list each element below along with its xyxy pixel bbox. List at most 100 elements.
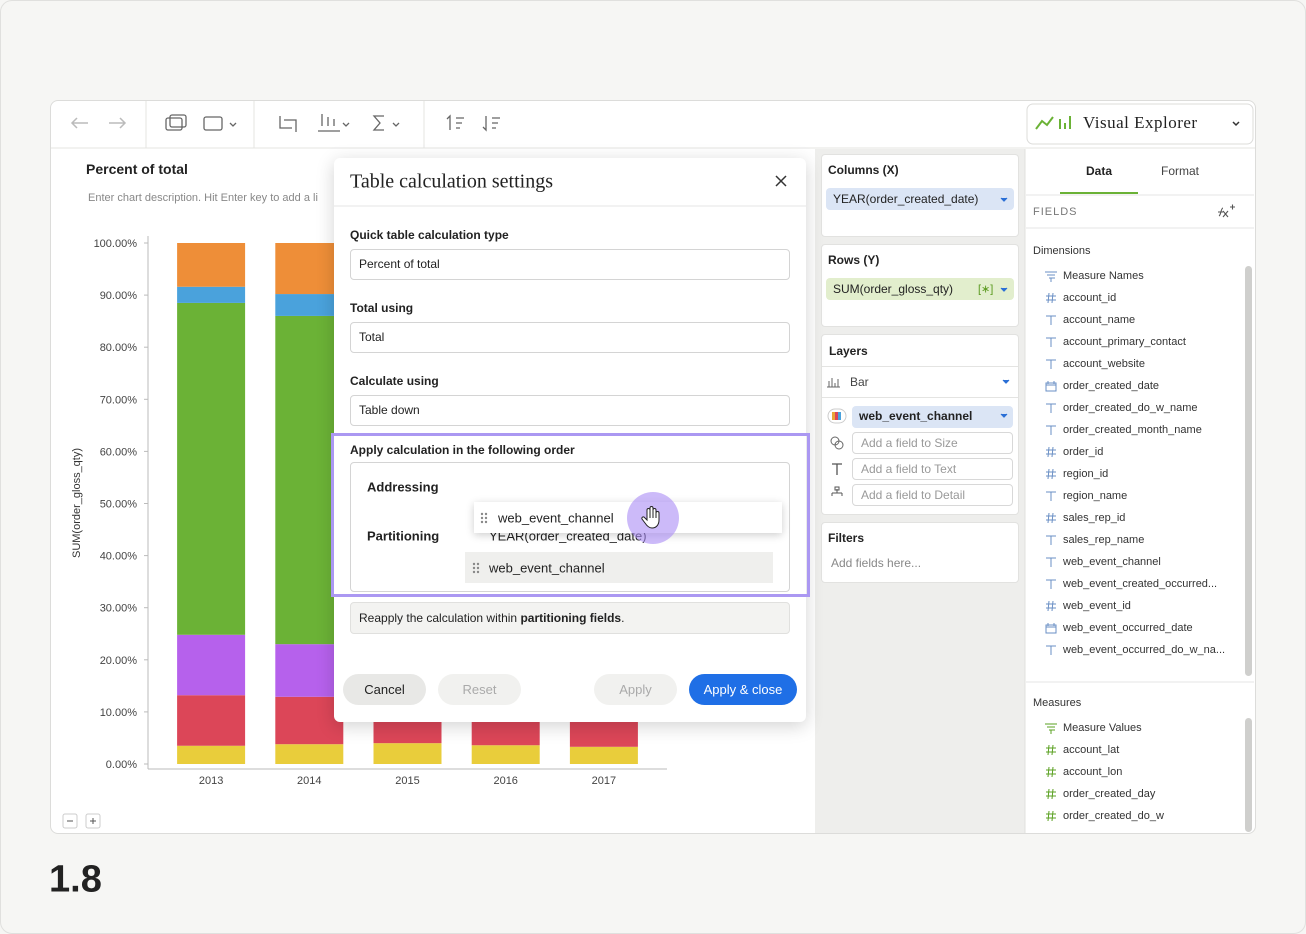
field-item[interactable]: account_lon [1063,766,1122,778]
icon-shape [1046,513,1056,523]
tab-format[interactable]: Format [1161,164,1199,178]
field-icon [1044,533,1058,547]
icon-shape [1046,558,1056,567]
icon-shape [1045,272,1057,282]
field-item[interactable]: order_created_date [1063,380,1159,392]
x-tick-label: 2014 [297,775,321,787]
icon-shape [1046,316,1056,325]
field-icon [1044,335,1058,349]
bar-segment [177,695,245,746]
reset-button[interactable]: Reset [438,674,521,705]
fields-heading: FIELDS [1033,206,1078,218]
tab-data[interactable]: Data [1086,164,1112,178]
field-icon [1044,423,1058,437]
field-item[interactable]: Measure Names [1063,270,1144,282]
icon-shape [1046,767,1056,777]
field-item[interactable]: account_lat [1063,744,1119,756]
field-item[interactable]: order_created_do_w_name [1063,402,1198,414]
field-icon [1044,379,1058,393]
apply-button[interactable]: Apply [594,674,677,705]
bar-segment [177,746,245,764]
y-tick-label: 0.00% [106,759,137,771]
y-tick-label: 10.00% [100,707,138,719]
x-tick-label: 2013 [199,775,223,787]
icon-shape [1046,404,1056,413]
hint: Reapply the calculation within [359,611,520,625]
icon-shape [1046,580,1056,589]
icon-shape [1046,338,1056,347]
field-icon [1044,445,1058,459]
field-item[interactable]: account_primary_contact [1063,336,1186,348]
field-item[interactable]: order_created_month_name [1063,424,1202,436]
field-icon [1044,401,1058,415]
field-icon [1044,291,1058,305]
field-icon [1044,743,1058,757]
bar-segment [374,743,442,764]
field-item[interactable]: sales_rep_id [1063,512,1125,524]
field-icon [1044,511,1058,525]
field-item[interactable]: sales_rep_name [1063,534,1144,546]
icon-shape [1046,469,1056,479]
icon-shape [1046,646,1056,655]
field-item[interactable]: account_website [1063,358,1145,370]
cancel-button[interactable]: Cancel [343,674,426,705]
icon-shape [1046,381,1056,391]
field-item[interactable]: region_name [1063,490,1127,502]
step-number: 1.8 [49,859,102,902]
dimensions-label: Dimensions [1033,245,1090,257]
icon-shape [1046,492,1056,501]
hint-emphasis: partitioning fields [520,611,621,625]
icon-shape [1046,426,1056,435]
bar-segment [177,635,245,695]
field-icon [1044,357,1058,371]
field-icon [1044,555,1058,569]
bar-segment [275,744,343,764]
filters-placeholder[interactable]: Add fields here... [831,556,921,570]
icon-shape [1046,623,1056,633]
icon-shape [1046,601,1056,611]
field-icon [1044,621,1058,635]
x-tick-label: 2015 [395,775,419,787]
field-icon [1044,467,1058,481]
field-item[interactable]: web_event_created_occurred... [1063,578,1217,590]
drag-icons [0,0,810,600]
field-item[interactable]: Measure Values [1063,722,1142,734]
app-name[interactable]: Visual Explorer [1083,113,1198,133]
field-item[interactable]: web_event_id [1063,600,1131,612]
field-icon [1044,599,1058,613]
field-item[interactable]: order_created_day [1063,788,1155,800]
shelf-icons [815,149,1025,549]
icon-shape [1046,447,1056,457]
icon-shape [1046,360,1056,369]
bar-segment [472,745,540,764]
hint-end: . [621,611,624,625]
icon-shape [1046,293,1056,303]
x-tick-label: 2017 [592,775,616,787]
y-tick-label: 20.00% [100,655,138,667]
icon-shape [1046,789,1056,799]
field-item[interactable]: order_id [1063,446,1103,458]
field-icon [1044,643,1058,657]
field-list: Measure Names account_id account_nameaccou… [1026,262,1243,833]
field-item[interactable]: web_event_channel [1063,556,1161,568]
field-icon [1044,577,1058,591]
bar-segment [570,747,638,764]
field-icon [1044,269,1058,283]
field-icon [1044,313,1058,327]
icon-shape [1046,811,1056,821]
field-icon [1044,787,1058,801]
field-icon [1044,721,1058,735]
field-item[interactable]: account_id [1063,292,1116,304]
field-icon [1044,489,1058,503]
apply-close-button[interactable]: Apply & close [689,674,797,705]
icon-shape [1046,745,1056,755]
field-item[interactable]: account_name [1063,314,1135,326]
field-item[interactable]: order_created_do_w [1063,810,1164,822]
field-item[interactable]: region_id [1063,468,1108,480]
icon-shape [1045,724,1057,734]
field-icon [1044,765,1058,779]
field-item[interactable]: web_event_occurred_date [1063,622,1193,634]
y-tick-label: 30.00% [100,603,138,615]
field-item[interactable]: web_event_occurred_do_w_na... [1063,644,1225,656]
